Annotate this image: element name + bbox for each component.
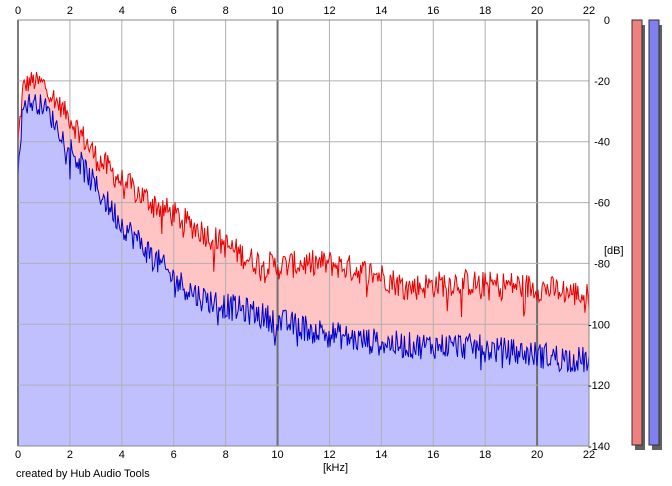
x-tick-label-bottom: 4	[119, 449, 125, 461]
level-meter-right	[648, 19, 660, 446]
x-tick-label-bottom: 2	[67, 449, 73, 461]
x-tick-label-bottom: 20	[531, 449, 543, 461]
series-line-1	[17, 71, 590, 318]
x-tick-label-bottom: 8	[223, 449, 229, 461]
credit-text: created by Hub Audio Tools	[16, 468, 150, 480]
x-tick-label-bottom: 18	[479, 449, 491, 461]
x-tick-label-bottom: 10	[271, 449, 283, 461]
y-tick-label: -20	[594, 76, 610, 88]
y-tick-label: -140	[588, 441, 610, 453]
x-tick-label-bottom: 0	[15, 449, 21, 461]
x-tick-label-bottom: 22	[583, 449, 595, 461]
y-tick-label: -60	[594, 198, 610, 210]
x-tick-label-top: 20	[531, 5, 543, 17]
x-tick-label-top: 4	[119, 5, 125, 17]
x-tick-label-top: 8	[223, 5, 229, 17]
y-axis-label: [dB]	[604, 245, 624, 257]
x-tick-label-top: 2	[67, 5, 73, 17]
x-tick-label-top: 14	[375, 5, 387, 17]
x-tick-label-top: 18	[479, 5, 491, 17]
series-fills	[18, 72, 589, 447]
x-tick-label-top: 10	[271, 5, 283, 17]
series-fill-2	[18, 93, 589, 447]
x-tick-label-top: 22	[583, 5, 595, 17]
x-tick-label-bottom: 16	[427, 449, 439, 461]
series-lines	[17, 71, 590, 373]
plot-frame	[17, 19, 590, 447]
x-tick-label-top: 6	[171, 5, 177, 17]
y-tick-label: -40	[594, 137, 610, 149]
x-tick-label-bottom: 14	[375, 449, 387, 461]
y-tick-label: 0	[604, 15, 610, 27]
x-tick-label-top: 16	[427, 5, 439, 17]
x-tick-label-top: 12	[323, 5, 335, 17]
level-meter-left	[631, 19, 643, 446]
y-tick-label: -120	[588, 380, 610, 392]
x-tick-label-bottom: 6	[171, 449, 177, 461]
x-tick-label-bottom: 12	[323, 449, 335, 461]
y-tick-label: -100	[588, 319, 610, 331]
y-tick-label: -80	[594, 258, 610, 270]
level-meters	[631, 19, 662, 450]
x-axis-label: [kHz]	[323, 462, 348, 474]
series-line-2	[17, 93, 590, 373]
x-tick-label-top: 0	[15, 5, 21, 17]
y-tick-labels: 0 -20 -40 -60 -80 -100 -120 -140	[588, 15, 610, 453]
